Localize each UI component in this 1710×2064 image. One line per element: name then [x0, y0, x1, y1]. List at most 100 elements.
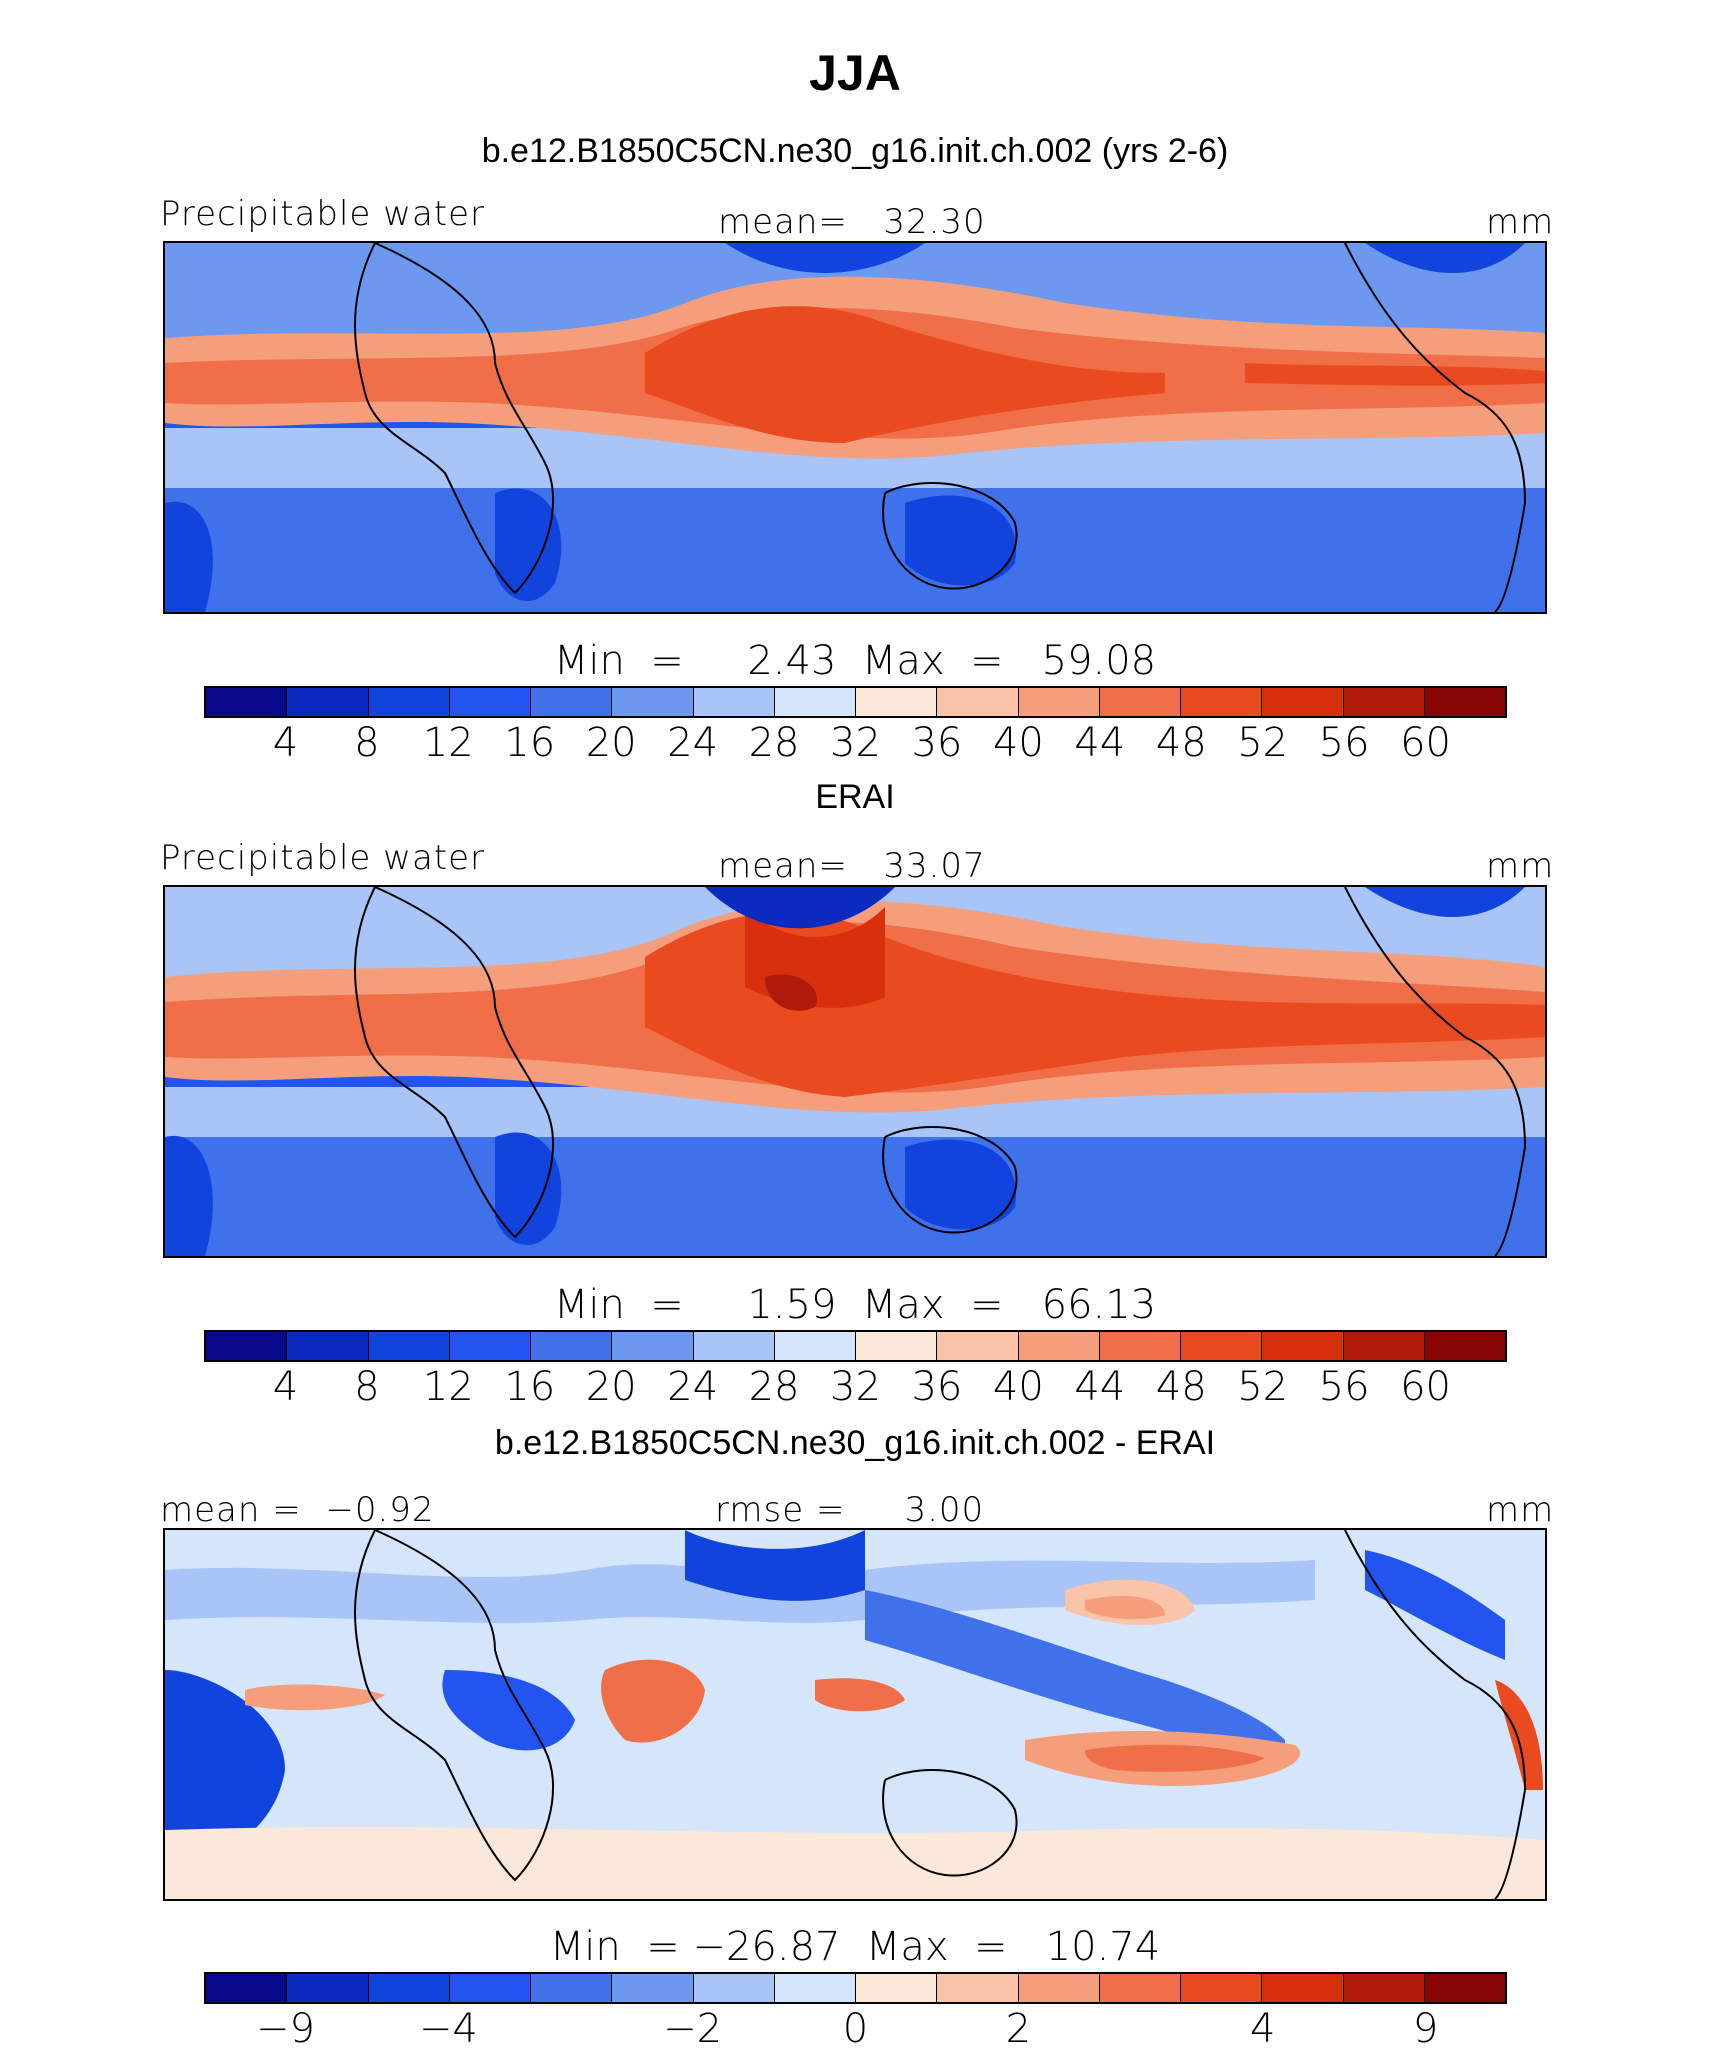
panel1-colorbar	[204, 686, 1507, 718]
colorbar-tick-label: −2	[663, 2006, 723, 2052]
colorbar-tick-label: 12	[422, 720, 474, 766]
panel1-variable-label: Precipitable water	[160, 194, 486, 234]
colorbar-tick-label: 28	[748, 1364, 800, 1410]
panel3-minmax: Min = −26.87 Max = 10.74	[549, 1924, 1161, 1970]
colorbar-swatch	[937, 1332, 1019, 1360]
panel3-map-canvas	[165, 1530, 1545, 1899]
panel3-mean-label: mean = −0.92	[160, 1490, 435, 1530]
colorbar-tick-label: 56	[1318, 720, 1370, 766]
colorbar-swatch	[449, 688, 531, 716]
colorbar-tick-label: 48	[1155, 1364, 1207, 1410]
colorbar-swatch	[774, 688, 856, 716]
colorbar-tick-label: 20	[585, 720, 637, 766]
colorbar-tick-label: 20	[585, 1364, 637, 1410]
colorbar-tick-label: 2	[1005, 2006, 1032, 2052]
panel1-minmax: Min = 2.43 Max = 59.08	[553, 638, 1157, 684]
panel2-units-label: mm	[1486, 846, 1555, 886]
colorbar-swatch	[937, 1974, 1019, 2002]
colorbar-swatch	[368, 1974, 450, 2002]
colorbar-tick-label: 16	[504, 1364, 556, 1410]
colorbar-swatch	[1018, 688, 1100, 716]
panel1-colorbar-ticks: 4 8 12 16 20 24 28 32 36 40 44 48 52 56 60	[204, 720, 1507, 766]
colorbar-tick-label: 8	[354, 720, 380, 766]
colorbar-swatch	[531, 1332, 613, 1360]
colorbar-swatch	[1018, 1974, 1100, 2002]
colorbar-swatch	[693, 688, 775, 716]
colorbar-tick-label: 48	[1155, 720, 1207, 766]
colorbar-tick-label: 24	[667, 1364, 719, 1410]
colorbar-tick-label: 4	[272, 1364, 299, 1410]
colorbar-swatch	[774, 1332, 856, 1360]
panel2-colorbar	[204, 1330, 1507, 1362]
colorbar-swatch	[1181, 1974, 1263, 2002]
colorbar-swatch	[1262, 1332, 1344, 1360]
panel2-mean-label: mean= 33.07	[718, 846, 986, 886]
panel3-map	[163, 1528, 1547, 1901]
colorbar-tick-label: −9	[255, 2006, 315, 2052]
colorbar-tick-label: 0	[842, 2006, 869, 2052]
colorbar-tick-label: 4	[1249, 2006, 1276, 2052]
colorbar-swatch	[368, 1332, 450, 1360]
panel2-variable-label: Precipitable water	[160, 838, 486, 878]
colorbar-tick-label: 40	[992, 720, 1044, 766]
colorbar-swatch	[612, 1974, 694, 2002]
panel2-map-canvas	[165, 887, 1545, 1256]
panel3-rmse-label: rmse = 3.00	[715, 1490, 985, 1530]
colorbar-tick-label: 36	[911, 1364, 963, 1410]
colorbar-swatch	[1424, 1974, 1505, 2002]
colorbar-swatch	[449, 1974, 531, 2002]
panel2-colorbar-ticks: 4 8 12 16 20 24 28 32 36 40 44 48 52 56 60	[204, 1364, 1507, 1410]
colorbar-swatch	[612, 688, 694, 716]
colorbar-swatch	[693, 1974, 775, 2002]
colorbar-tick-label: 16	[504, 720, 556, 766]
colorbar-tick-label: 60	[1400, 1364, 1452, 1410]
colorbar-swatch	[287, 1332, 369, 1360]
colorbar-tick-label: 36	[911, 720, 963, 766]
colorbar-tick-label: 32	[830, 1364, 881, 1410]
colorbar-swatch	[206, 688, 288, 716]
panel3-colorbar-ticks: −9 −4 −2 0 2 4 9	[204, 2006, 1507, 2052]
panel3-colorbar	[204, 1972, 1507, 2004]
colorbar-swatch	[1099, 1974, 1181, 2002]
colorbar-swatch	[1343, 1974, 1425, 2002]
colorbar-swatch	[449, 1332, 531, 1360]
colorbar-swatch	[287, 1974, 369, 2002]
colorbar-swatch	[937, 688, 1019, 716]
colorbar-swatch	[1424, 1332, 1505, 1360]
panel2-map	[163, 885, 1547, 1258]
colorbar-swatch	[612, 1332, 694, 1360]
colorbar-swatch	[1343, 688, 1425, 716]
colorbar-tick-label: 44	[1074, 720, 1126, 766]
panel2-title: ERAI	[815, 778, 895, 816]
colorbar-swatch	[287, 688, 369, 716]
colorbar-tick-label: 32	[830, 720, 881, 766]
colorbar-swatch	[206, 1332, 288, 1360]
colorbar-tick-label: 4	[272, 720, 299, 766]
colorbar-swatch	[1018, 1332, 1100, 1360]
colorbar-tick-label: 12	[422, 1364, 474, 1410]
colorbar-swatch	[1181, 1332, 1263, 1360]
main-title: JJA	[809, 45, 901, 101]
colorbar-tick-label: −4	[418, 2006, 478, 2052]
colorbar-tick-label: 52	[1237, 1364, 1289, 1410]
colorbar-tick-label: 52	[1237, 720, 1289, 766]
colorbar-tick-label: 24	[667, 720, 719, 766]
colorbar-swatch	[1099, 1332, 1181, 1360]
colorbar-swatch	[693, 1332, 775, 1360]
panel1-mean-label: mean= 32.30	[718, 202, 986, 242]
colorbar-swatch	[856, 1332, 938, 1360]
colorbar-swatch	[206, 1974, 288, 2002]
colorbar-swatch	[774, 1974, 856, 2002]
colorbar-tick-label: 9	[1412, 2006, 1439, 2052]
panel1-title: b.e12.B1850C5CN.ne30_g16.init.ch.002 (yr…	[481, 132, 1229, 170]
colorbar-swatch	[856, 1974, 938, 2002]
colorbar-swatch	[1099, 688, 1181, 716]
panel1-map-canvas	[165, 243, 1545, 612]
colorbar-swatch	[368, 688, 450, 716]
colorbar-swatch	[1181, 688, 1263, 716]
panel3-units-label: mm	[1486, 1490, 1555, 1530]
colorbar-swatch	[531, 1974, 613, 2002]
panel1-map	[163, 241, 1547, 614]
colorbar-tick-label: 60	[1400, 720, 1452, 766]
panel2-minmax: Min = 1.59 Max = 66.13	[553, 1282, 1157, 1328]
